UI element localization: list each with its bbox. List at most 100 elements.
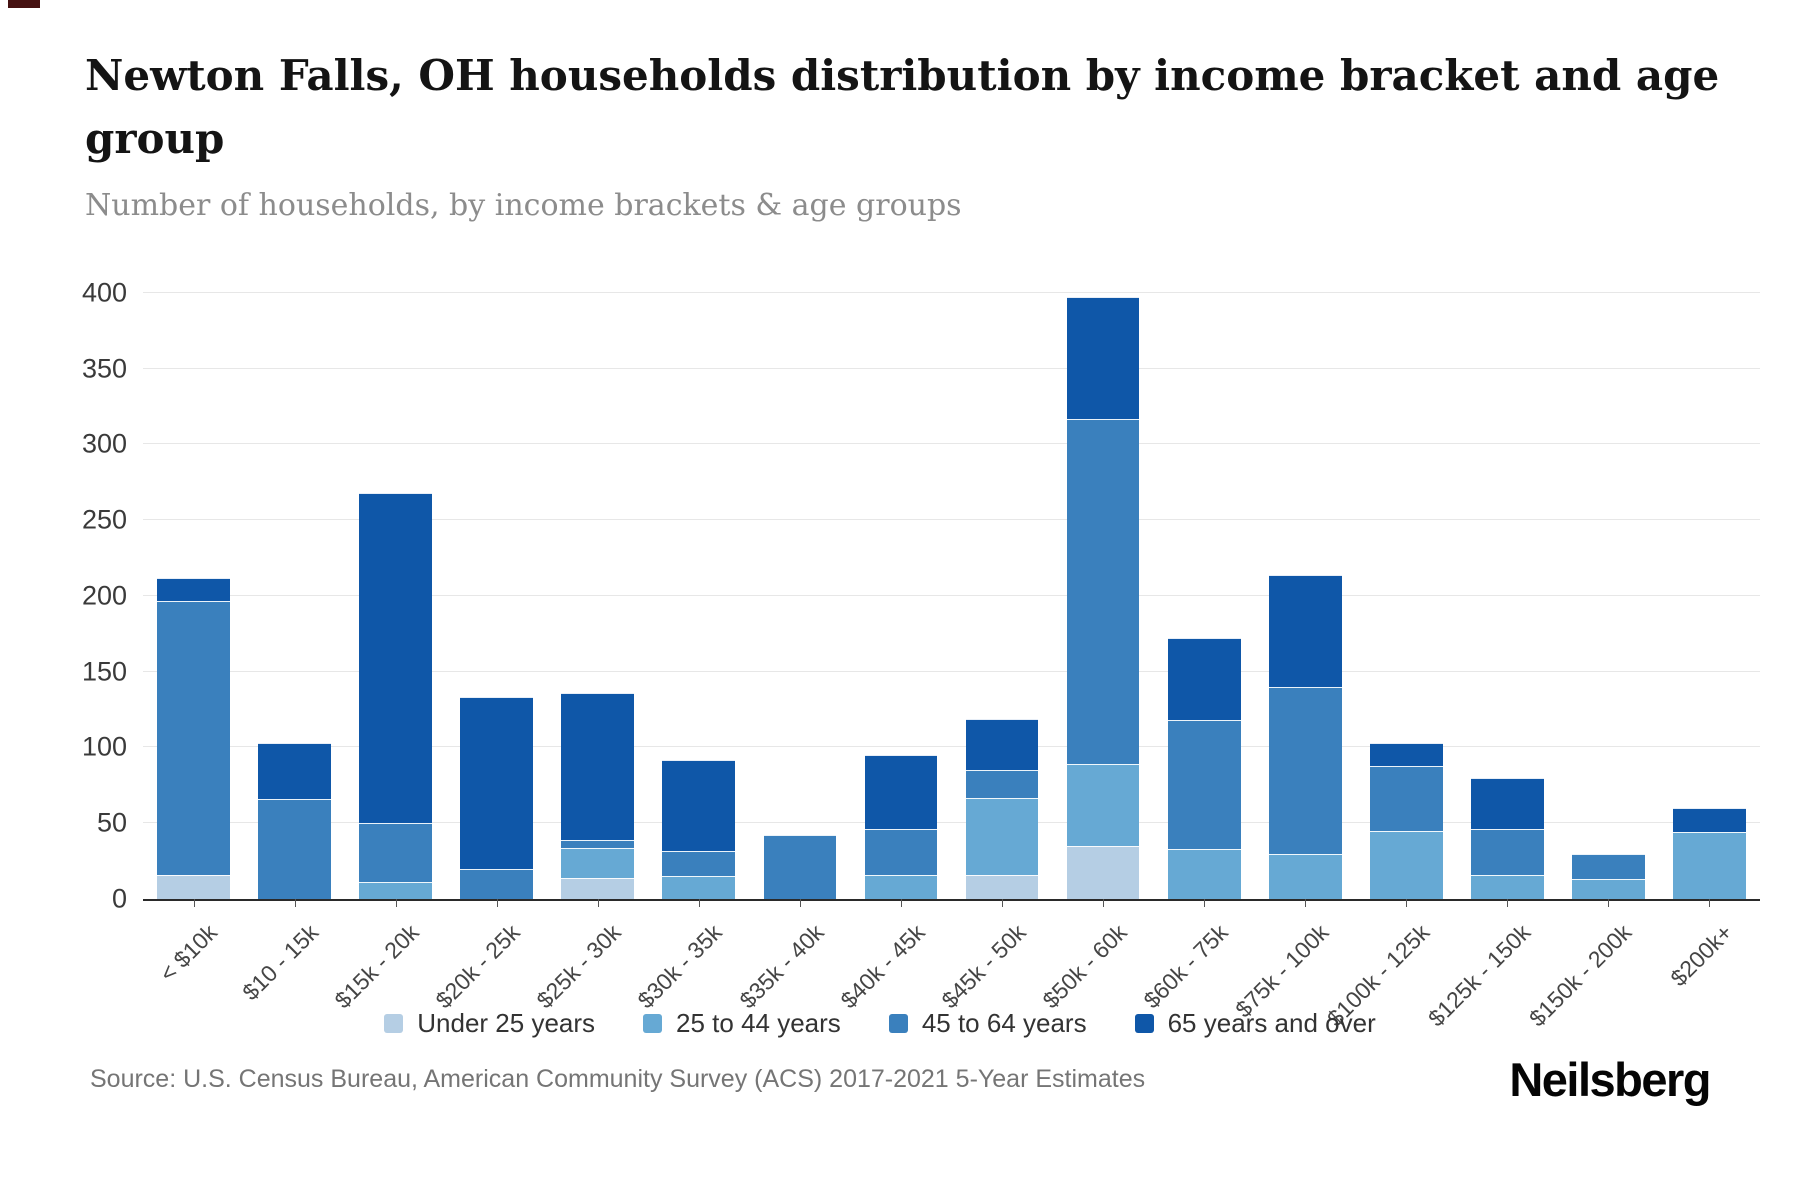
bar-segment-45-to-64-years[interactable] [662, 850, 736, 877]
bar-slot: $150k - 200k [1524, 255, 1659, 1031]
bar-segment-25-to-44-years[interactable] [965, 797, 1039, 875]
stacked-bar[interactable] [1470, 255, 1544, 899]
bar-segment-65-years-and-over[interactable] [864, 755, 938, 830]
bar-segment-under-25-years[interactable] [561, 877, 635, 899]
x-axis-tick [193, 899, 195, 907]
bar-segment-under-25-years[interactable] [965, 874, 1039, 899]
bar-slot: $60k - 75k [1138, 255, 1255, 1013]
legend-item[interactable]: 65 years and over [1134, 1008, 1376, 1039]
bar-segment-65-years-and-over[interactable] [1369, 742, 1443, 766]
legend-swatch [643, 1014, 663, 1033]
bar-segment-45-to-64-years[interactable] [460, 868, 534, 899]
gridline [143, 822, 1760, 824]
bar-segment-25-to-44-years[interactable] [864, 874, 938, 899]
bar-segment-65-years-and-over[interactable] [1673, 808, 1746, 833]
stacked-bar[interactable] [864, 255, 938, 899]
bar-segment-45-to-64-years[interactable] [1572, 853, 1645, 880]
legend-item[interactable]: Under 25 years [384, 1008, 595, 1039]
x-axis-tick [1002, 899, 1004, 907]
bar-segment-65-years-and-over[interactable] [561, 692, 635, 840]
bar-segment-25-to-44-years[interactable] [1673, 832, 1746, 899]
bar-segment-45-to-64-years[interactable] [258, 799, 331, 899]
stacked-bar[interactable] [763, 255, 837, 899]
y-axis-label: 0 [111, 883, 127, 914]
bar-segment-25-to-44-years[interactable] [1369, 830, 1443, 899]
stacked-bar[interactable] [1369, 255, 1443, 899]
bar-segment-65-years-and-over[interactable] [460, 697, 534, 869]
bar-segment-45-to-64-years[interactable] [561, 839, 635, 848]
y-axis-label: 300 [81, 428, 127, 459]
bar-segment-65-years-and-over[interactable] [1066, 297, 1140, 419]
bar-segment-45-to-64-years[interactable] [359, 823, 433, 883]
bar-segment-45-to-64-years[interactable] [157, 600, 230, 875]
stacked-bar[interactable] [1066, 255, 1140, 899]
bar-slot: $50k - 60k [1037, 255, 1154, 1013]
x-axis-tick [597, 899, 599, 907]
bar-segment-45-to-64-years[interactable] [965, 770, 1039, 798]
legend-swatch [1134, 1014, 1154, 1033]
bar-slot: $35k - 40k [734, 255, 850, 1013]
bar-segment-45-to-64-years[interactable] [1470, 829, 1544, 875]
x-axis-label: $60k - 75k [1138, 919, 1233, 1014]
bar-segment-65-years-and-over[interactable] [662, 759, 736, 851]
gridline [143, 594, 1760, 596]
x-axis-label: $15k - 20k [329, 919, 425, 1014]
x-axis-tick [1608, 899, 1610, 907]
bar-segment-25-to-44-years[interactable] [561, 847, 635, 878]
bar-segment-65-years-and-over[interactable] [965, 718, 1039, 771]
x-axis-label: $40k - 45k [835, 919, 930, 1014]
x-axis-label: < $10k [154, 919, 222, 987]
stacked-bar[interactable] [258, 255, 331, 899]
bar-segment-45-to-64-years[interactable] [1268, 686, 1342, 854]
bar-slot: $100k - 125k [1322, 255, 1457, 1031]
bar-segment-65-years-and-over[interactable] [1167, 638, 1241, 721]
gridline [143, 443, 1760, 445]
bar-slot: $125k - 150k [1423, 255, 1558, 1031]
legend-item[interactable]: 45 to 64 years [888, 1008, 1087, 1039]
legend-swatch [888, 1014, 908, 1033]
bar-segment-45-to-64-years[interactable] [1066, 418, 1140, 765]
bar-segment-25-to-44-years[interactable] [1268, 853, 1342, 899]
stacked-bar[interactable] [1673, 255, 1746, 899]
legend-item[interactable]: 25 to 44 years [643, 1008, 841, 1039]
bar-segment-65-years-and-over[interactable] [258, 742, 331, 799]
stacked-bar[interactable] [157, 255, 230, 899]
bar-segment-25-to-44-years[interactable] [662, 876, 736, 899]
legend-label: Under 25 years [417, 1008, 596, 1038]
stacked-bar[interactable] [1572, 255, 1645, 899]
bar-segment-under-25-years[interactable] [1066, 845, 1140, 899]
bar-segment-under-25-years[interactable] [157, 874, 230, 899]
stacked-bar[interactable] [359, 255, 433, 899]
stacked-bar[interactable] [561, 255, 635, 899]
bar-slot: $30k - 35k [633, 255, 749, 1013]
stacked-bar[interactable] [1268, 255, 1342, 899]
bar-segment-45-to-64-years[interactable] [1167, 720, 1241, 849]
bar-slot: $45k - 50k [936, 255, 1053, 1013]
bar-segment-65-years-and-over[interactable] [1470, 777, 1544, 830]
bar-segment-25-to-44-years[interactable] [1470, 874, 1544, 899]
x-axis: < $10k $10 - 15k $15k - 20k $20k - 25k $25k … [143, 255, 1760, 1031]
bar-segment-45-to-64-years[interactable] [763, 835, 837, 899]
chart-subtitle: Number of households, by income brackets… [85, 188, 962, 223]
bar-segment-45-to-64-years[interactable] [864, 829, 938, 875]
stacked-bar[interactable] [460, 255, 534, 899]
legend: Under 25 years 25 to 44 years 45 to 64 yea… [0, 1008, 1760, 1039]
bar-segment-25-to-44-years[interactable] [359, 882, 433, 899]
stacked-bar[interactable] [965, 255, 1039, 899]
x-axis-label: $25k - 30k [531, 919, 627, 1014]
stacked-bar[interactable] [662, 255, 736, 899]
x-axis-tick [799, 899, 801, 907]
y-axis-label: 400 [81, 277, 127, 308]
corner-artifact [8, 0, 40, 8]
bar-slot: < $10k [143, 255, 244, 987]
bar-segment-25-to-44-years[interactable] [1167, 849, 1241, 899]
stacked-bar[interactable] [1167, 255, 1241, 899]
bar-slot: $200k+ [1659, 255, 1760, 991]
bar-segment-65-years-and-over[interactable] [157, 577, 230, 601]
bar-segment-25-to-44-years[interactable] [1572, 879, 1645, 899]
bar-segment-25-to-44-years[interactable] [1066, 764, 1140, 846]
plot-area: 0 50 100 150 200 250 300 350 400 < $10k $10 - 15k… [82, 255, 1760, 1031]
bar-segment-65-years-and-over[interactable] [1268, 574, 1342, 687]
bar-segment-45-to-64-years[interactable] [1369, 765, 1443, 831]
bar-segment-65-years-and-over[interactable] [359, 492, 433, 824]
